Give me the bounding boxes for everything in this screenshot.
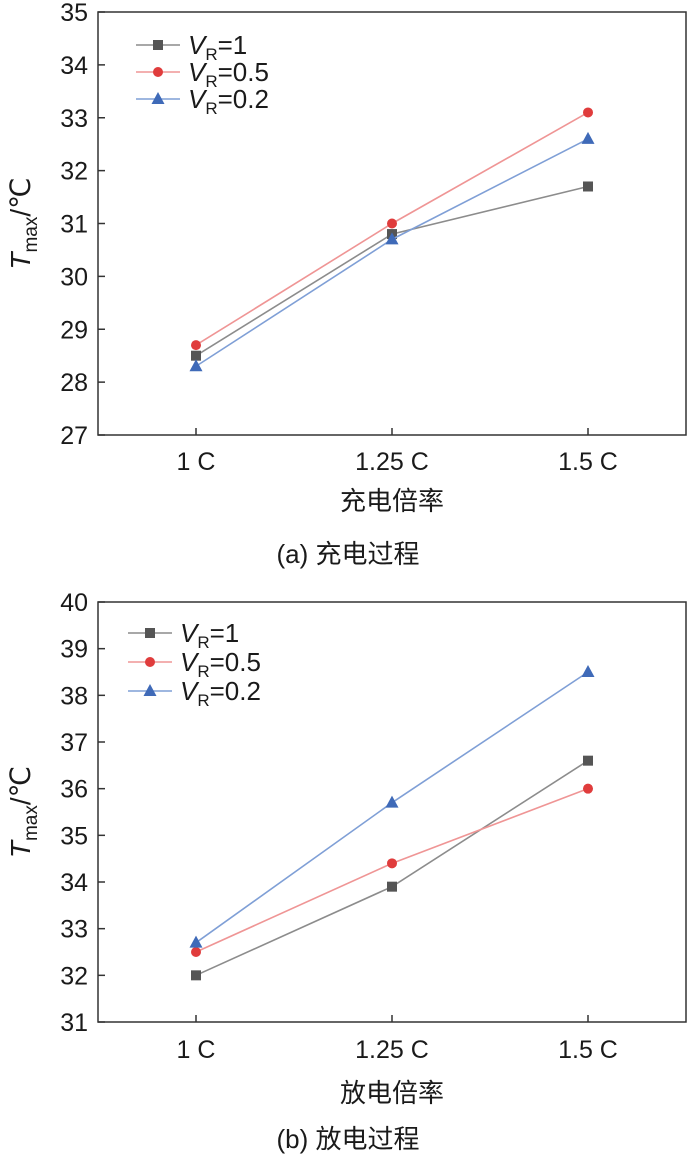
y-tick-label: 29 <box>60 316 88 344</box>
legend-label: VR=0.5 <box>188 57 269 91</box>
y-tick-label: 40 <box>60 589 88 617</box>
y-tick-label: 35 <box>60 0 88 27</box>
y-tick-label: 34 <box>60 869 88 897</box>
legend-marker <box>145 628 155 638</box>
y-tick-label: 32 <box>60 158 88 186</box>
y-tick-label: 33 <box>60 916 88 944</box>
legend: VR=1VR=0.5VR=0.2 <box>136 30 269 118</box>
y-axis-label: Tmax/℃ <box>5 766 42 858</box>
data-point <box>189 359 203 372</box>
x-tick-label: 1 C <box>177 1036 216 1064</box>
data-point <box>385 795 399 808</box>
chart-panel-b: 31 32 33 34 35 36 37 38 39 40 1 C 1.25 C 1.5 C 放电倍率 (b… <box>5 589 687 1154</box>
series-1 <box>191 107 593 351</box>
y-axis-label: Tmax/℃ <box>5 177 42 269</box>
data-point <box>387 881 397 892</box>
legend-marker <box>151 92 165 104</box>
data-point <box>191 970 201 981</box>
series-1 <box>191 783 593 957</box>
y-tick-label: 31 <box>60 1009 88 1037</box>
data-point <box>387 858 397 869</box>
y-tick-label: 34 <box>60 52 88 80</box>
data-point <box>191 350 201 361</box>
y-tick-label: 30 <box>60 263 88 291</box>
series-line <box>195 787 589 953</box>
legend-label: VR=1 <box>188 30 247 64</box>
chart-panel-a: 27 28 29 30 31 32 33 34 35 1 C 1.25 C 1.5 C 充电倍率 (a) … <box>5 0 687 569</box>
data-point <box>581 131 595 144</box>
legend-label: VR=0.2 <box>188 84 269 118</box>
data-point <box>191 340 201 351</box>
y-tick-label: 33 <box>60 105 88 133</box>
x-axis-label: 充电倍率 <box>340 486 444 516</box>
y-axis-label-sub: max <box>21 805 42 841</box>
data-point <box>581 665 595 677</box>
series-0 <box>191 755 593 981</box>
legend-marker <box>145 657 155 667</box>
legend-entry: VR=0.5 <box>128 647 261 681</box>
x-axis-label: 放电倍率 <box>340 1078 444 1108</box>
series-2 <box>189 665 595 948</box>
series-line <box>195 185 589 357</box>
legend-label: VR=0.5 <box>180 647 261 681</box>
legend: VR=1VR=0.5VR=0.2 <box>128 618 261 710</box>
data-point <box>583 783 593 794</box>
data-point <box>583 755 593 766</box>
series-line <box>195 111 589 346</box>
legend-entry: VR=0.5 <box>136 57 269 91</box>
legend-entry: VR=0.2 <box>128 676 261 710</box>
series-0 <box>191 181 593 361</box>
y-tick-label: 28 <box>60 369 88 397</box>
y-axis-label-unit: /℃ <box>5 177 36 216</box>
x-tick-label: 1.25 C <box>355 448 429 476</box>
y-tick-label: 36 <box>60 776 88 804</box>
data-point <box>191 947 201 957</box>
y-tick-label: 27 <box>60 422 88 450</box>
y-tick-label: 31 <box>60 211 88 239</box>
x-tick-label: 1 C <box>177 448 216 476</box>
y-axis-label-sub: max <box>21 216 42 252</box>
figure-caption: (b) 放电过程 <box>276 1124 419 1154</box>
legend-marker <box>143 684 157 696</box>
legend-marker <box>153 40 163 50</box>
legend-marker <box>153 67 163 77</box>
legend-entry: VR=1 <box>128 618 239 652</box>
y-tick-label: 39 <box>60 636 88 664</box>
data-point <box>583 181 593 192</box>
y-axis-label-main: T <box>5 839 36 858</box>
legend-label: VR=0.2 <box>180 676 261 710</box>
y-axis-label-unit: /℃ <box>5 766 36 805</box>
figure-caption: (a) 充电过程 <box>276 539 419 569</box>
y-tick-label: 35 <box>60 822 88 850</box>
series-2 <box>189 131 595 372</box>
series-line <box>195 138 589 367</box>
y-tick-label: 32 <box>60 962 88 990</box>
data-point <box>385 232 399 245</box>
x-tick-label: 1.25 C <box>355 1036 429 1064</box>
data-point <box>189 935 203 948</box>
legend-label: VR=1 <box>180 618 239 652</box>
y-tick-label: 37 <box>60 729 88 757</box>
x-tick-label: 1.5 C <box>558 1036 618 1064</box>
legend-entry: VR=1 <box>136 30 247 64</box>
y-tick-label: 38 <box>60 682 88 710</box>
x-tick-label: 1.5 C <box>558 448 618 476</box>
data-point <box>583 107 593 118</box>
y-axis-label-main: T <box>5 251 36 270</box>
legend-entry: VR=0.2 <box>136 84 269 118</box>
data-point <box>387 218 397 229</box>
